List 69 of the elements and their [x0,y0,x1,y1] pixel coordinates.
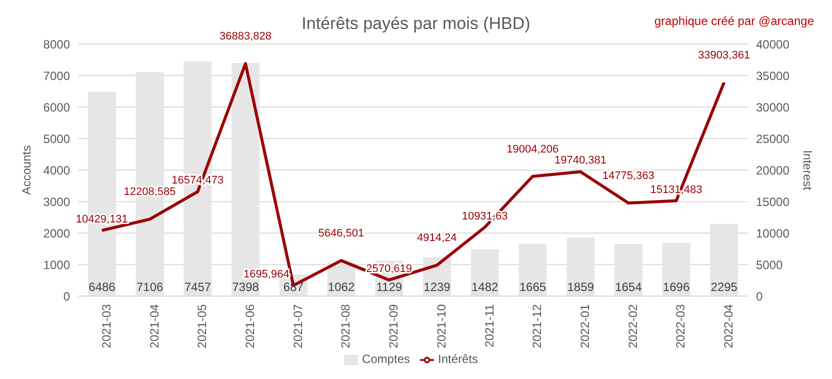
data-label: 14775,363 [602,170,654,182]
data-label: 7398 [232,280,260,294]
bar [470,249,499,296]
x-tick-label: 2021-12 [530,304,544,348]
y2-tick-label: 25000 [756,132,790,146]
x-tick-label: 2021-10 [434,304,448,348]
data-label: 1654 [615,280,642,294]
data-label: 19740,381 [554,154,606,167]
bar [662,242,690,296]
y-axis-title: Accounts [19,145,34,195]
data-label: 5646,501 [318,228,364,240]
x-tick-label: 2021-03 [99,304,114,348]
y2-tick-label: 40000 [756,37,790,52]
data-label: 1239 [424,280,451,294]
data-label: 1062 [328,280,355,294]
data-label: 2570,619 [366,262,412,275]
y2-tick-label: 5000 [756,258,784,272]
y2-tick-label: 35000 [756,68,790,83]
x-tick-label: 2021-09 [386,304,401,348]
chart-title: Intérêts payés par mois (HBD) [302,14,530,33]
bar [518,244,547,296]
y-tick-label: 8000 [43,37,70,52]
x-tick-label: 2021-06 [243,304,258,348]
bar [710,224,738,296]
data-label: 1696 [662,280,690,294]
y-tick-label: 4000 [43,163,70,178]
data-label: 12208,585 [124,186,176,198]
data-label: 19004,206 [506,143,559,156]
y2-tick-label: 30000 [756,100,790,114]
y2-tick-label: 10000 [756,226,790,240]
y2-axis-title: Interest [800,150,815,191]
legend-label: Intérêts [438,352,478,366]
data-label: 687 [283,280,304,294]
y2-tick-label: 0 [756,289,763,304]
bar [614,244,642,296]
data-label: 2295 [710,280,738,294]
y-tick-label: 2000 [43,226,70,240]
y-tick-label: 5000 [43,132,70,146]
x-tick-label: 2021-05 [195,304,210,348]
text: graphique créé par @arcange [654,14,814,28]
data-label: 4914,24 [417,232,457,244]
x-tick-label: 2021-08 [338,304,353,348]
y-tick-label: 7000 [43,68,70,83]
data-label: 7457 [184,280,212,294]
x-tick-label: 2022-03 [674,304,688,348]
data-label: 1695,964 [243,268,290,280]
data-label: 6486 [88,280,116,294]
data-label: 10429,131 [76,213,128,226]
data-label: 7106 [136,280,164,294]
legend-label: Comptes [362,352,410,366]
data-label: 1482 [472,280,499,294]
x-tick-label: 2022-04 [722,304,736,348]
x-tick-label: 2022-01 [578,304,592,348]
y-tick-label: 0 [63,289,70,304]
data-label: 1129 [376,280,402,294]
x-tick-label: 2021-04 [147,304,162,348]
x-tick-label: 2022-02 [626,304,640,348]
bar [566,238,595,296]
data-label: 33903,361 [698,49,750,62]
y2-tick-label: 15000 [756,194,790,209]
y-tick-label: 3000 [43,194,70,209]
y2-tick-label: 20000 [756,163,790,178]
data-label: 1665 [519,280,546,294]
y-tick-label: 6000 [43,100,70,114]
y-tick-label: 1000 [43,258,70,272]
data-label: 36883,828 [220,30,272,43]
x-tick-label: 2021-07 [290,304,305,348]
data-label: 1859 [567,280,594,294]
x-tick-label: 2021-11 [482,304,496,348]
